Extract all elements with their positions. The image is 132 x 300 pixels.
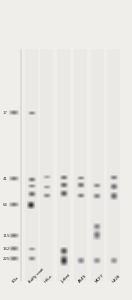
Bar: [107, 49, 120, 281]
Text: Buffy coat: Buffy coat: [28, 267, 45, 284]
Text: 225: 225: [3, 257, 10, 261]
Bar: [40, 49, 53, 281]
Text: 115: 115: [3, 234, 10, 238]
Text: H226: H226: [111, 274, 121, 284]
Text: 17: 17: [3, 111, 8, 116]
Text: Jurkat: Jurkat: [61, 273, 71, 284]
Text: 41: 41: [3, 177, 8, 181]
Text: 162: 162: [3, 247, 10, 251]
Bar: [57, 49, 70, 281]
Text: 64: 64: [3, 203, 8, 207]
Text: A549: A549: [77, 274, 87, 284]
Text: HeLa: HeLa: [44, 274, 53, 284]
Text: kDa: kDa: [11, 275, 20, 284]
Bar: [91, 49, 103, 281]
Bar: [74, 49, 87, 281]
Bar: [25, 49, 37, 281]
Text: MCF7: MCF7: [94, 273, 105, 284]
